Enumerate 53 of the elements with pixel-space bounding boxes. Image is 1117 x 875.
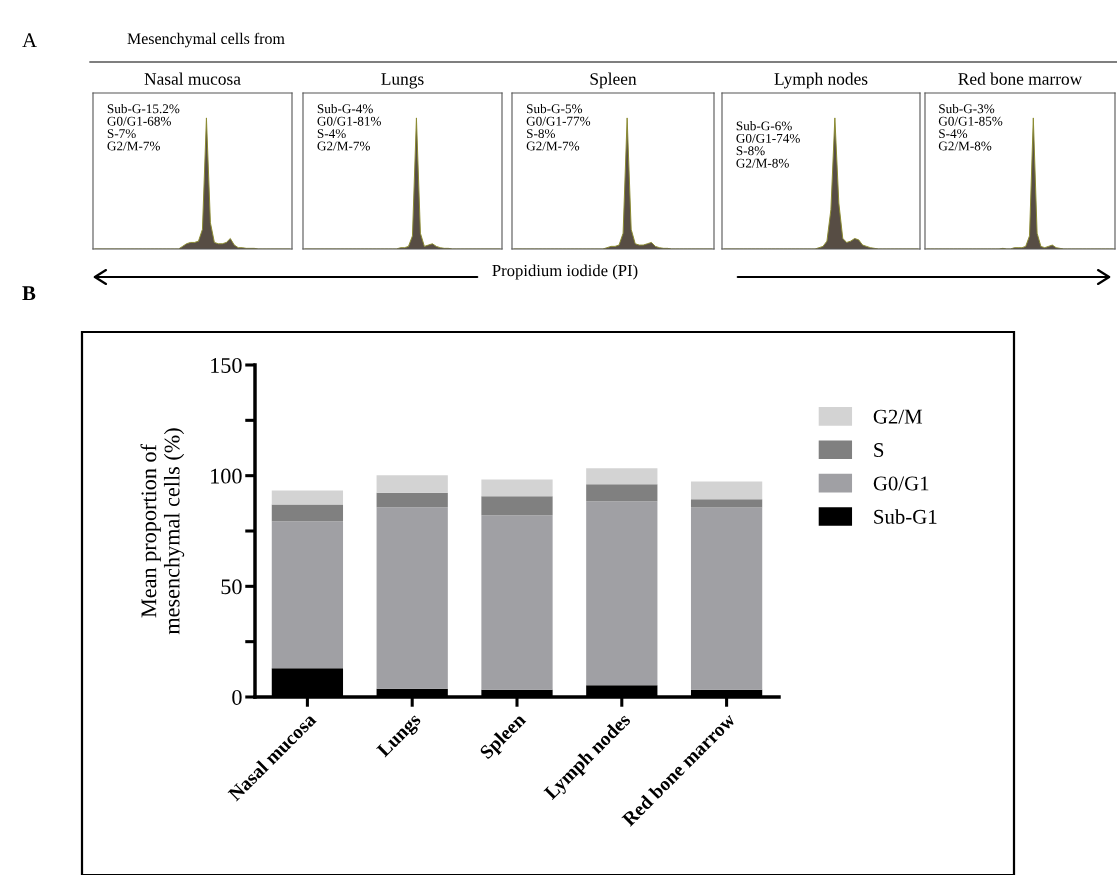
bar — [481, 479, 553, 497]
annotation: S-4% — [939, 129, 968, 139]
bar — [481, 515, 553, 690]
annotation: G0/G1-68% — [107, 116, 171, 126]
bar — [690, 481, 763, 500]
y-tick-label: 0 — [232, 689, 242, 705]
annotation: Sub-G-6% — [736, 121, 792, 131]
annotation: G0/G1-85% — [938, 116, 1003, 126]
chart-title: Nasal mucosa — [144, 72, 241, 85]
annotation: G2/M-8% — [938, 141, 992, 151]
text: Mesenchymal cells from — [127, 32, 285, 48]
annotation: G0/G1-77% — [526, 116, 591, 126]
y-axis-title: Mean proportion of mesenchymal cells (%) — [140, 428, 185, 635]
legend-label: G2/M — [873, 409, 923, 424]
annotation: G2/M-7% — [107, 141, 160, 151]
bar — [376, 507, 448, 689]
bar — [586, 501, 658, 686]
bar — [586, 468, 658, 485]
text: Sub-G-3% — [939, 103, 995, 114]
legend-label: Sub-G1 — [874, 509, 937, 524]
bar — [690, 499, 763, 508]
y-tick-label: 150 — [211, 357, 242, 373]
annotation: G0/G1-74% — [736, 133, 800, 143]
text: B — [22, 286, 36, 301]
chart-title: Lymph nodes — [774, 72, 868, 89]
bar — [586, 484, 658, 502]
y-tick-label: 100 — [211, 468, 242, 484]
bar — [271, 504, 344, 522]
bar — [376, 492, 448, 508]
annotation: S-8% — [736, 146, 765, 156]
text: Sub-G-4% — [317, 103, 373, 114]
annotation: G2/M-7% — [317, 141, 370, 151]
text: Sub-G-5% — [527, 103, 583, 114]
annotation: S-4% — [317, 129, 346, 139]
bar — [376, 475, 448, 493]
annotation: S-7% — [107, 129, 136, 139]
chart-title: Lungs — [381, 73, 424, 89]
bar — [481, 496, 553, 516]
text: Propidium iodide (PI) — [492, 264, 638, 280]
annotation: S-8% — [527, 129, 556, 139]
text: A — [22, 33, 37, 48]
annotation: G0/G1-81% — [317, 116, 381, 126]
annotation: G2/M-8% — [736, 158, 789, 168]
chart-title: Spleen — [590, 72, 637, 89]
bar — [690, 507, 763, 690]
chart-title: Red bone marrow — [958, 72, 1083, 85]
legend-label: S — [874, 443, 884, 458]
bar — [271, 490, 344, 505]
y-tick-label: 50 — [221, 579, 242, 595]
text: Sub-G-15.2% — [107, 103, 180, 114]
annotation: G2/M-7% — [526, 141, 580, 151]
bar — [271, 521, 344, 669]
legend-label: G0/G1 — [873, 476, 929, 491]
